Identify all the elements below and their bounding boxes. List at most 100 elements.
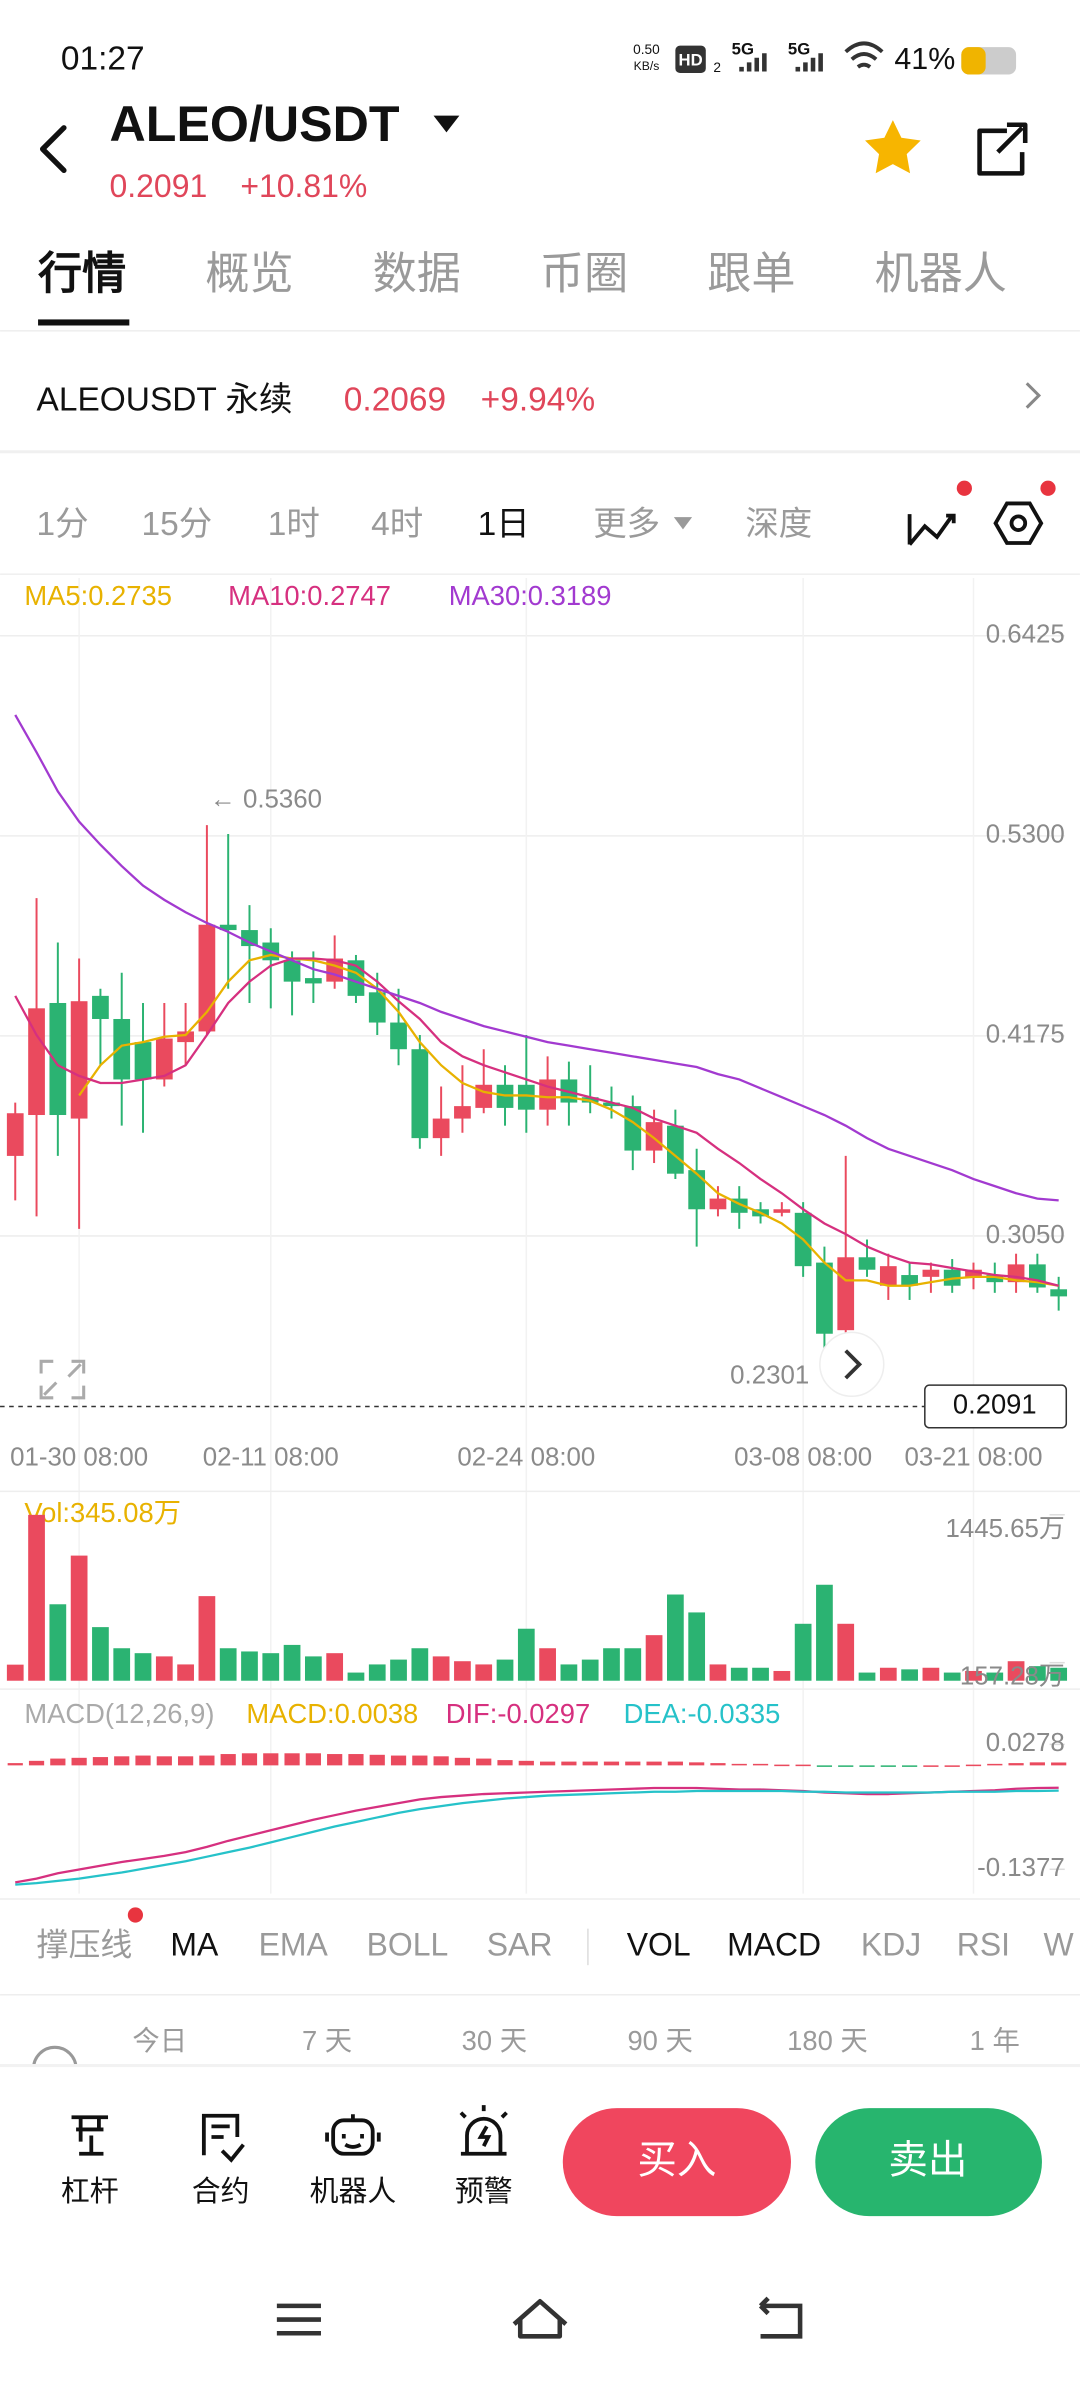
indicator-active[interactable]: MA xyxy=(170,1926,219,1962)
nav-back[interactable] xyxy=(758,2296,803,2339)
candle-body xyxy=(922,1269,940,1277)
candle-body xyxy=(155,1038,173,1080)
interval[interactable]: 1时 xyxy=(268,506,320,543)
macd-bar xyxy=(50,1758,66,1766)
volume-bar xyxy=(879,1667,897,1681)
candle-body xyxy=(837,1257,855,1331)
indicator[interactable]: 撑压线 xyxy=(37,1926,133,1962)
indicator-active[interactable]: MACD xyxy=(727,1926,821,1962)
interval[interactable]: 深度 xyxy=(745,506,812,543)
back-button[interactable] xyxy=(39,125,67,174)
interval[interactable]: 15分 xyxy=(141,506,212,543)
action-label[interactable]: 合约 xyxy=(192,2176,250,2208)
macd-bar xyxy=(412,1755,428,1766)
range[interactable]: 90 天 xyxy=(627,2025,692,2056)
divider xyxy=(0,1994,1080,1996)
contract-chevron[interactable] xyxy=(1025,382,1042,409)
macd-bar xyxy=(220,1754,236,1766)
candle-body xyxy=(134,1042,152,1080)
macd-bar xyxy=(1029,1762,1045,1766)
indicator[interactable]: SAR xyxy=(487,1926,553,1962)
header-price: 0.2091 xyxy=(110,168,208,204)
candle-body xyxy=(92,995,109,1019)
sell-label[interactable]: 卖出 xyxy=(888,2138,967,2182)
macd-bar xyxy=(369,1754,385,1766)
buy-button[interactable] xyxy=(562,2108,791,2217)
volume-bar xyxy=(901,1669,918,1681)
volume-bar xyxy=(645,1635,663,1681)
legend-entry: MA30:0.3189 xyxy=(449,580,612,611)
range[interactable]: 今日 xyxy=(132,2025,187,2056)
contract-name[interactable]: ALEOUSDT 永续 xyxy=(37,381,293,418)
y-tick-label: -0.1377 xyxy=(977,1854,1065,1882)
macd-bar xyxy=(390,1755,407,1766)
candle-body xyxy=(411,1049,429,1139)
contract-icon[interactable] xyxy=(201,2113,245,2163)
macd-bar xyxy=(114,1756,130,1766)
candle-body xyxy=(858,1257,876,1270)
y-tick-label: 0.6425 xyxy=(986,621,1065,649)
fullscreen-button[interactable] xyxy=(39,1359,86,1400)
sell-button[interactable] xyxy=(815,2108,1042,2217)
pair-title[interactable]: ALEO/USDT xyxy=(110,96,400,152)
x-tick-label: 02-24 08:00 xyxy=(457,1443,595,1471)
macd-bar xyxy=(689,1762,705,1766)
indicator[interactable]: RSI xyxy=(957,1926,1010,1962)
ma-line xyxy=(14,957,1059,1287)
tab[interactable]: 数据 xyxy=(373,249,461,298)
divider xyxy=(0,1490,1080,1493)
buy-label[interactable]: 买入 xyxy=(637,2138,716,2182)
candle-body xyxy=(432,1118,450,1139)
candle-body xyxy=(390,1022,407,1050)
candle-body xyxy=(368,992,386,1023)
pair-dropdown[interactable] xyxy=(433,115,460,133)
scroll-latest[interactable] xyxy=(819,1331,885,1398)
indicator-active[interactable]: VOL xyxy=(627,1926,691,1962)
action-label[interactable]: 杠杆 xyxy=(61,2176,119,2208)
nav-home[interactable] xyxy=(512,2299,568,2339)
share-button[interactable] xyxy=(977,122,1028,176)
leverage-icon[interactable] xyxy=(71,2115,109,2156)
volume-bar xyxy=(1050,1667,1068,1681)
range[interactable]: 30 天 xyxy=(462,2025,527,2056)
settings-button[interactable] xyxy=(993,501,1044,545)
alert-icon[interactable] xyxy=(459,2105,508,2156)
volume-bar xyxy=(113,1648,131,1681)
indicator[interactable]: BOLL xyxy=(367,1926,449,1962)
volume-bar xyxy=(603,1648,620,1681)
notice-dot xyxy=(956,480,972,496)
interval-active[interactable]: 1日 xyxy=(478,506,530,543)
divider xyxy=(0,330,1080,332)
y-tick-label: 0.5300 xyxy=(986,821,1065,849)
candle-body xyxy=(624,1106,642,1151)
candle-body xyxy=(879,1266,897,1286)
volume-bar xyxy=(943,1672,961,1681)
tab[interactable]: 机器人 xyxy=(875,249,1007,298)
tab[interactable]: 跟单 xyxy=(707,249,795,298)
action-label[interactable]: 预警 xyxy=(455,2176,513,2208)
indicator-button[interactable] xyxy=(907,513,956,546)
nav-menu[interactable] xyxy=(276,2303,321,2336)
tab[interactable]: 行情 xyxy=(38,249,126,298)
volume-bar xyxy=(730,1667,748,1681)
tab[interactable]: 币圈 xyxy=(540,249,628,298)
indicator[interactable]: W xyxy=(1043,1926,1074,1962)
indicator[interactable]: KDJ xyxy=(861,1926,921,1962)
signal-1 xyxy=(739,53,767,72)
tab[interactable]: 概览 xyxy=(205,249,293,298)
range[interactable]: 180 天 xyxy=(787,2025,868,2056)
more-dropdown[interactable] xyxy=(673,517,693,530)
macd-bar xyxy=(774,1764,790,1767)
interval-more[interactable]: 更多 xyxy=(593,506,660,543)
indicator[interactable]: EMA xyxy=(259,1926,329,1962)
macd-bar xyxy=(625,1761,641,1766)
interval[interactable]: 4时 xyxy=(371,506,423,543)
action-label[interactable]: 机器人 xyxy=(310,2176,397,2208)
volume-bar xyxy=(92,1627,109,1681)
range[interactable]: 7 天 xyxy=(302,2025,352,2056)
favorite-star[interactable] xyxy=(865,120,921,174)
macd-bar xyxy=(561,1761,577,1766)
interval[interactable]: 1分 xyxy=(37,506,89,543)
candle-body xyxy=(198,924,216,1032)
range[interactable]: 1 年 xyxy=(970,2025,1020,2056)
